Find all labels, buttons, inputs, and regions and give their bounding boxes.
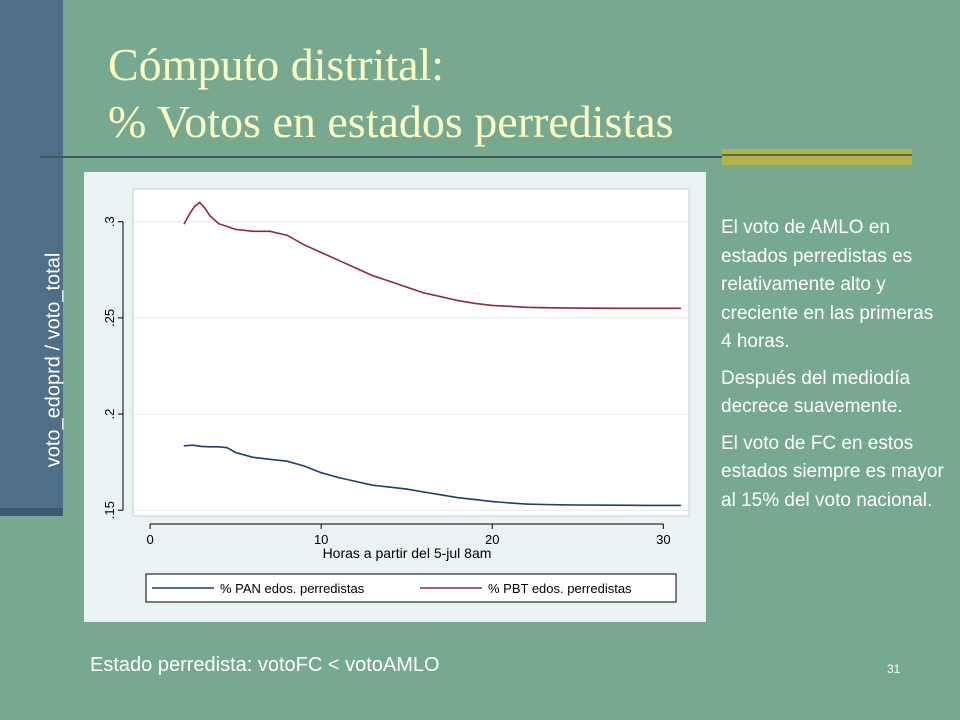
data-point (198, 201, 201, 204)
note-3: El voto de FC en estos estados siempre e… (721, 432, 944, 511)
data-point (577, 504, 579, 506)
data-point (188, 213, 191, 215)
title-line-1: Cómputo distrital: (108, 39, 445, 90)
sidebar-bar (0, 0, 63, 512)
data-point (371, 274, 374, 277)
data-point (645, 307, 647, 310)
title-accent-line (722, 154, 912, 156)
data-point (209, 215, 211, 217)
data-point (611, 307, 613, 310)
data-point (559, 504, 562, 506)
data-point (525, 503, 528, 505)
data-point (320, 471, 322, 474)
series-lines (183, 201, 682, 507)
data-point (193, 205, 196, 208)
data-point (303, 465, 305, 467)
title-divider (40, 156, 912, 158)
data-point (491, 500, 494, 503)
data-point (525, 306, 528, 309)
data-point (405, 488, 408, 490)
x-ticks: 0 10 20 30 (146, 523, 671, 547)
x-tick-label: 20 (485, 532, 499, 547)
title-accent-bar (722, 149, 912, 165)
data-point (577, 307, 579, 309)
data-point (337, 259, 340, 261)
data-point (423, 292, 425, 294)
data-point (611, 504, 613, 507)
title-line-2: % Votos en estados perredistas (108, 96, 674, 147)
note-2: Después del mediodía decrece suavemente. (721, 367, 911, 418)
legend-box (145, 573, 677, 603)
data-point (234, 451, 237, 454)
x-tick-label: 10 (314, 532, 328, 547)
data-point (440, 295, 442, 298)
commentary: El voto de AMLO en estados perredistas e… (721, 214, 946, 523)
data-point (440, 494, 442, 496)
data-point (423, 491, 425, 493)
sidebar-shadow (0, 508, 63, 516)
data-point (679, 307, 682, 310)
data-point (457, 299, 459, 302)
data-point (388, 486, 391, 488)
data-point (234, 228, 237, 231)
plot-area (132, 188, 690, 517)
data-point (354, 267, 357, 269)
data-point (204, 207, 206, 209)
data-point (269, 230, 271, 233)
data-point (474, 302, 477, 305)
data-point (209, 446, 211, 448)
data-point (405, 286, 408, 288)
y-tick-label: .25 (102, 309, 117, 327)
data-point (286, 234, 288, 236)
data-point (217, 222, 220, 225)
slide-title: Cómputo distrital: % Votos en estados pe… (108, 36, 674, 150)
data-point (269, 458, 271, 461)
data-point (508, 502, 511, 504)
legend-label-1: % PAN edos. perredistas (220, 581, 365, 596)
y-tick-label: .2 (102, 409, 117, 420)
series-line-1 (184, 444, 681, 507)
y-axis-label: voto_edoprd / voto_total (42, 252, 65, 468)
chart-legend: % PAN edos. perredistas % PBT edos. perre… (152, 581, 632, 596)
line-chart: .15 .2 .25 .3 0 10 20 30 Horas a partir del 5-… (102, 188, 690, 603)
data-point (542, 306, 545, 309)
slide-number: 31 (887, 662, 901, 676)
data-point (183, 222, 186, 225)
data-point (474, 498, 477, 501)
data-point (491, 304, 494, 307)
data-point (457, 496, 459, 499)
data-point (303, 244, 305, 246)
x-tick-label: 30 (656, 532, 670, 547)
data-point (217, 446, 220, 448)
y-tick-label: .15 (102, 501, 117, 519)
data-point (645, 504, 647, 507)
data-point (252, 230, 254, 233)
x-tick-label: 0 (146, 532, 153, 547)
data-point (508, 305, 511, 308)
footer-note: Estado perredista: votoFC < votoAMLO (90, 654, 440, 676)
data-point (226, 446, 228, 449)
data-point (183, 445, 186, 447)
note-1: El voto de AMLO en estados perredistas e… (721, 217, 934, 352)
data-point (192, 444, 194, 447)
data-point (252, 456, 254, 459)
data-point (559, 307, 562, 309)
legend-label-2: % PBT edos. perredistas (488, 581, 632, 596)
data-point (354, 480, 357, 483)
data-point (320, 251, 322, 254)
y-ticks: .15 .2 .25 .3 (102, 216, 124, 519)
data-point (388, 280, 391, 283)
y-tick-label: .3 (102, 216, 117, 227)
data-point (542, 503, 545, 506)
data-point (286, 460, 288, 463)
data-point (200, 445, 203, 448)
data-point (679, 504, 682, 507)
x-axis-label: Horas a partir del 5-jul 8am (323, 545, 492, 561)
chart-panel: .15 .2 .25 .3 0 10 20 30 Horas a partir del 5-… (84, 172, 706, 622)
data-point (371, 484, 374, 487)
data-point (337, 476, 340, 479)
grid-lines (133, 221, 689, 511)
